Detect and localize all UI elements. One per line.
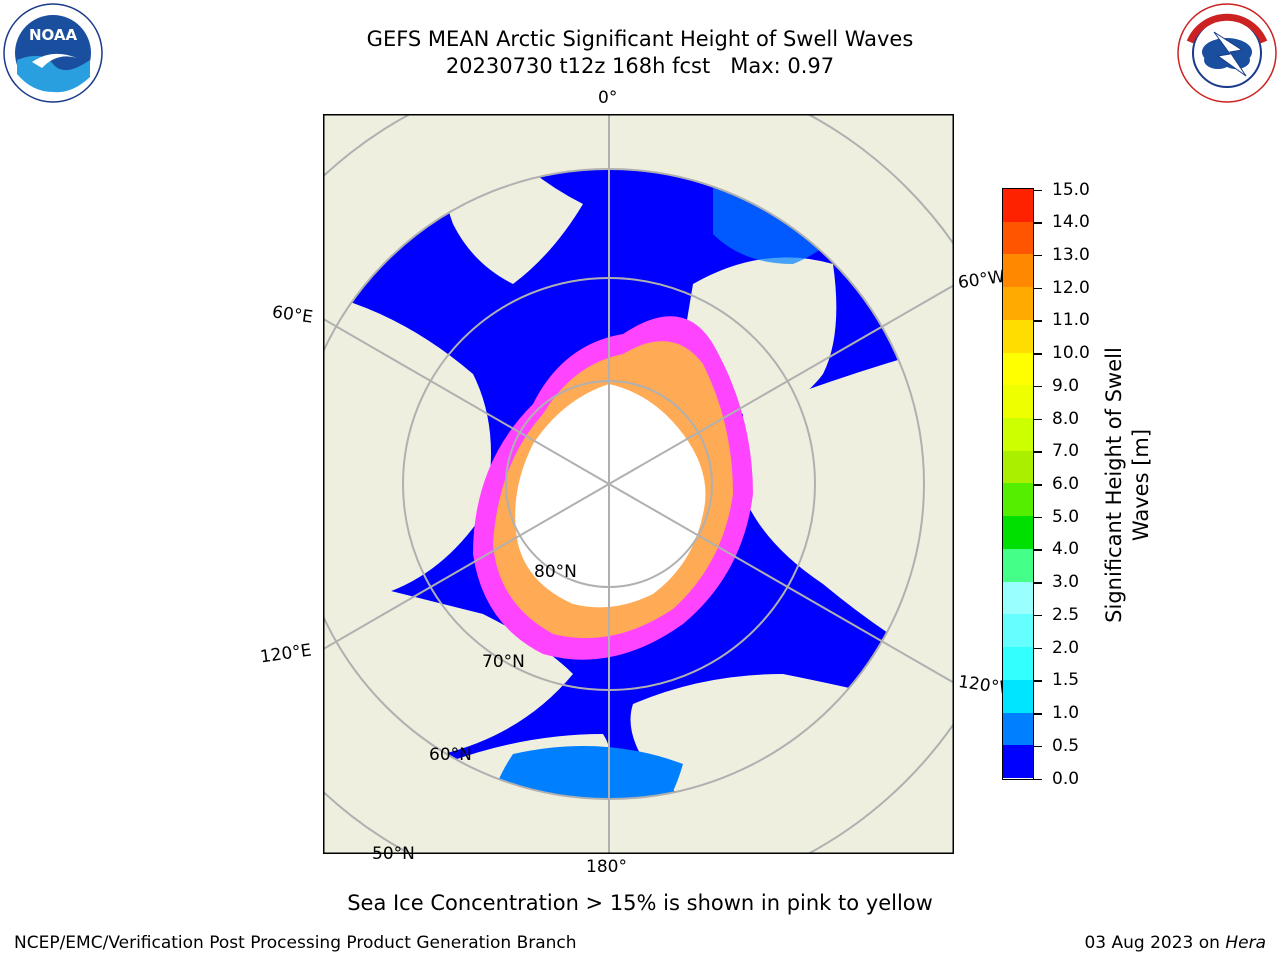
colorbar-tick — [1034, 713, 1042, 715]
colorbar-tick — [1034, 385, 1042, 388]
colorbar-tick-label: 0.0 — [1052, 768, 1080, 789]
map-border — [323, 114, 954, 854]
colorbar-tick-label: 3.0 — [1052, 572, 1080, 593]
colorbar-segment — [1003, 254, 1033, 288]
colorbar-segment — [1003, 418, 1033, 451]
colorbar-tick — [1034, 647, 1042, 650]
footer-credit: NCEP/EMC/Verification Post Processing Pr… — [14, 933, 577, 953]
colorbar-tick — [1034, 745, 1042, 748]
colorbar-segment — [1003, 385, 1033, 419]
colorbar-title: Significant Height of Swell Waves [m] — [1102, 347, 1153, 623]
noaa-logo-text: NOAA — [29, 26, 78, 44]
swell-pacific — [490, 746, 683, 799]
colorbar-segment — [1003, 516, 1033, 549]
colorbar-tick — [1034, 484, 1042, 486]
colorbar-tick-label: 2.0 — [1052, 637, 1080, 658]
colorbar-segment — [1003, 679, 1033, 713]
colorbar-tick-label: 2.5 — [1052, 604, 1080, 625]
colorbar-tick-label: 15.0 — [1052, 179, 1090, 200]
colorbar-tick-label: 11.0 — [1052, 310, 1090, 331]
colorbar-tick — [1034, 778, 1042, 780]
graticule — [323, 114, 954, 854]
footnote: Sea Ice Concentration > 15% is shown in … — [347, 891, 933, 915]
lon-label-120e: 120°E — [258, 640, 313, 668]
colorbar-tick-label: 13.0 — [1052, 244, 1090, 265]
colorbar-segment — [1003, 647, 1033, 680]
colorbar-tick-label: 4.0 — [1052, 539, 1080, 560]
colorbar-segment — [1003, 712, 1033, 746]
colorbar-segment — [1003, 287, 1033, 320]
colorbar-tick-label: 9.0 — [1052, 375, 1080, 396]
colorbar-tick — [1034, 287, 1042, 290]
land-scandinavia — [446, 169, 583, 284]
colorbar-tick-label: 7.0 — [1052, 441, 1080, 462]
footer-date-text: 03 Aug 2023 on — [1084, 933, 1220, 953]
lat-label-80n: 80°N — [534, 562, 577, 582]
colorbar-tick — [1034, 254, 1042, 257]
nws-logo — [1177, 3, 1277, 103]
colorbar-tick — [1034, 451, 1042, 453]
colorbar-tick-label: 10.0 — [1052, 343, 1090, 364]
colorbar-segment — [1003, 483, 1033, 517]
lat-label-60n: 60°N — [429, 745, 472, 765]
colorbar-tick — [1034, 516, 1042, 519]
colorbar-segment — [1003, 189, 1033, 222]
colorbar-segment — [1003, 450, 1033, 484]
lat-label-70n: 70°N — [482, 652, 525, 672]
colorbar-tick-label: 5.0 — [1052, 506, 1080, 527]
lon-label-60w: 60°W — [956, 266, 1007, 294]
colorbar-tick — [1034, 222, 1042, 224]
colorbar-segment — [1003, 221, 1033, 255]
colorbar-tick-label: 1.5 — [1052, 670, 1080, 691]
polar-map: 80°N 70°N 60°N 50°N — [323, 114, 954, 864]
title-line-2: 20230730 t12z 168h fcst Max: 0.97 — [445, 54, 835, 78]
colorbar-segment — [1003, 581, 1033, 615]
lon-label-60e: 60°E — [270, 302, 315, 328]
colorbar-tick — [1034, 680, 1042, 682]
colorbar-tick — [1034, 353, 1042, 355]
footer-host: Hera — [1225, 933, 1266, 953]
colorbar-segment — [1003, 614, 1033, 648]
title-line-1: GEFS MEAN Arctic Significant Height of S… — [366, 27, 914, 51]
colorbar-segment — [1003, 352, 1033, 386]
colorbar-segment — [1003, 745, 1033, 778]
colorbar-tick-label: 8.0 — [1052, 408, 1080, 429]
colorbar — [1002, 188, 1034, 780]
colorbar-tick — [1034, 320, 1042, 322]
colorbar-tick — [1034, 418, 1042, 421]
footer-date: 03 Aug 2023 on Hera — [1084, 933, 1266, 953]
chart-title: GEFS MEAN Arctic Significant Height of S… — [0, 26, 1280, 80]
colorbar-tick-label: 0.5 — [1052, 735, 1080, 756]
lon-label-0: 0° — [598, 88, 618, 108]
colorbar-segment — [1003, 319, 1033, 353]
land-canada — [743, 344, 924, 674]
colorbar-tick — [1034, 614, 1042, 617]
colorbar-tick — [1034, 582, 1042, 584]
colorbar-tick-label: 1.0 — [1052, 703, 1080, 724]
lat-label-50n: 50°N — [372, 844, 415, 864]
colorbar-tick — [1034, 549, 1042, 551]
colorbar-tick-label: 6.0 — [1052, 474, 1080, 494]
colorbar-tick-label: 14.0 — [1052, 212, 1090, 233]
colorbar-tick — [1034, 189, 1042, 191]
colorbar-tick-label: 12.0 — [1052, 277, 1090, 298]
noaa-logo: NOAA — [3, 3, 103, 103]
colorbar-segment — [1003, 548, 1033, 582]
lon-label-180: 180° — [586, 857, 627, 877]
pole-hole — [515, 384, 706, 608]
